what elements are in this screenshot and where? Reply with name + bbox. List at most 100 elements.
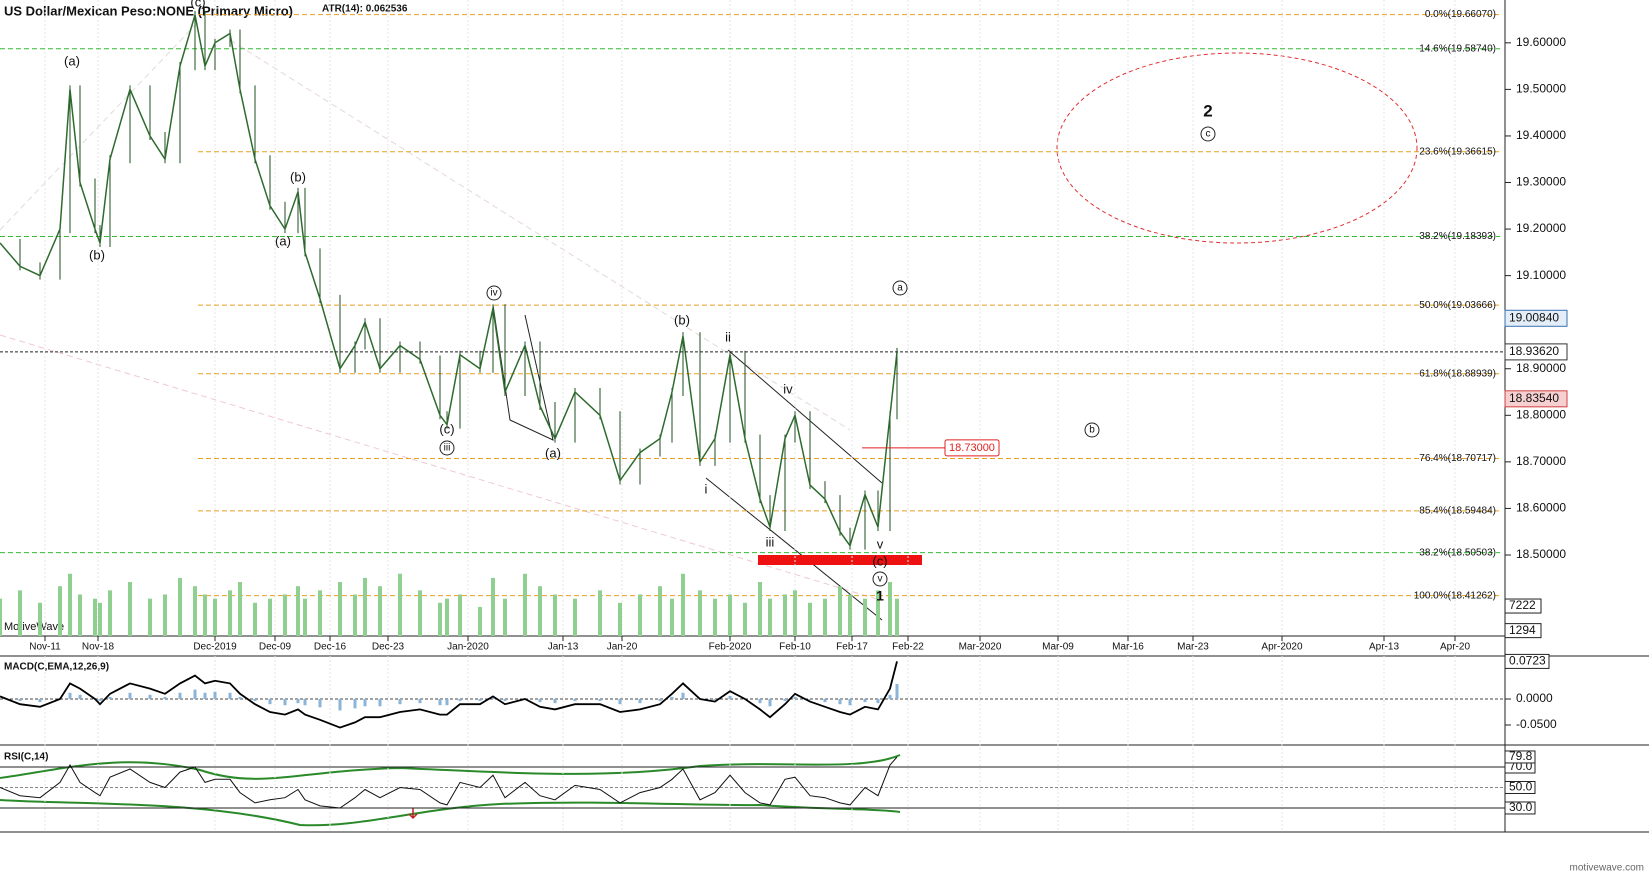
wave-label: iii <box>444 443 451 454</box>
rsi-box <box>1504 750 1536 764</box>
volume-bar <box>213 598 217 636</box>
volume-bar <box>598 590 602 636</box>
volume-bar <box>238 582 242 636</box>
x-tick-label: Mar-09 <box>1042 642 1074 653</box>
wave-label: (c) <box>190 0 205 9</box>
volume-bar <box>253 602 257 636</box>
x-tick-label: Apr-2020 <box>1261 642 1303 653</box>
rsi-value: 79.8 <box>1509 749 1533 763</box>
volume-bar <box>670 598 674 636</box>
volume-bar <box>491 577 495 636</box>
target-box <box>944 439 1000 457</box>
wave-circle <box>439 440 455 456</box>
atr-label: ATR(14): 0.062536 <box>322 4 408 15</box>
wave-label: 2 <box>1203 101 1212 120</box>
volume-bar <box>398 573 402 636</box>
volume-bar <box>303 598 307 636</box>
volume-bar <box>163 594 167 636</box>
target-label: 18.73000 <box>949 442 995 454</box>
x-tick-label: Mar-23 <box>1177 642 1209 653</box>
channel-line <box>727 349 883 484</box>
x-tick-label: Feb-2020 <box>709 642 752 653</box>
channel-line <box>705 477 883 621</box>
volume-bar <box>768 598 772 636</box>
price-box <box>1504 309 1568 327</box>
volume-bar <box>18 590 22 636</box>
x-tick-label: Feb-22 <box>892 642 924 653</box>
x-tick-label: Dec-23 <box>372 642 405 653</box>
wave-label: (b) <box>89 247 105 262</box>
fib-label: 38.2%(19.18393) <box>1419 231 1496 242</box>
watermark: MotiveWave <box>4 621 64 633</box>
volume-bar <box>0 598 2 636</box>
wave-label: (b) <box>290 169 306 184</box>
volume-bar <box>78 594 82 636</box>
rsi-box <box>1504 801 1536 815</box>
footer: motivewave.com <box>1570 863 1644 874</box>
wave-label: (c) <box>872 553 887 568</box>
volume-bar <box>203 594 207 636</box>
volume-bar <box>793 590 797 636</box>
volume-bar <box>318 590 322 636</box>
macd-box <box>1504 653 1550 669</box>
wave-label: c <box>1206 129 1211 140</box>
volume-label: 1294 <box>1509 623 1536 637</box>
trend-line <box>0 19 201 231</box>
wave-circle <box>892 280 908 296</box>
wave-label: b <box>1089 425 1095 436</box>
volume-box <box>1504 623 1542 639</box>
x-tick-label: Nov-11 <box>29 642 61 653</box>
volume-bar <box>758 582 762 636</box>
x-tick-label: Dec-09 <box>259 642 292 653</box>
price-box-label: 18.83540 <box>1509 391 1559 405</box>
volume-bar <box>808 602 812 636</box>
y-tick-label: 18.90000 <box>1516 361 1566 375</box>
x-tick-label: Apr-13 <box>1369 642 1399 653</box>
volume-bar <box>108 590 112 636</box>
volume-bar <box>438 602 442 636</box>
volume-bar <box>728 594 732 636</box>
signal-arrow <box>408 808 418 820</box>
x-tick-label: Nov-18 <box>82 642 115 653</box>
x-tick-label: Dec-2019 <box>193 642 237 653</box>
rsi-tick-label: 50.0 <box>1509 780 1533 794</box>
y-tick-label: 19.20000 <box>1516 221 1566 235</box>
volume-bar <box>713 598 717 636</box>
macd-tick-label: 0.0000 <box>1516 691 1553 705</box>
wave-label: i <box>705 481 708 496</box>
rsi-box <box>1504 780 1536 794</box>
rsi-title: RSI(C,14) <box>4 752 48 763</box>
macd-tick-label: -0.0500 <box>1516 717 1557 731</box>
y-tick-label: 19.30000 <box>1516 175 1566 189</box>
volume-bar <box>618 602 622 636</box>
volume-bar <box>193 586 197 636</box>
volume-bar <box>823 598 827 636</box>
volume-bar <box>338 582 342 636</box>
x-tick-label: Dec-16 <box>314 642 347 653</box>
fib-label: 38.2%(18.50503) <box>1419 547 1496 558</box>
volume-bar <box>888 582 892 636</box>
wave-circle <box>486 285 502 301</box>
volume-bar <box>638 594 642 636</box>
volume-bar <box>838 586 842 636</box>
fib-label: 14.6%(19.58740) <box>1419 43 1496 54</box>
wave-label: a <box>897 283 903 294</box>
volume-box <box>1504 598 1542 614</box>
volume-bar <box>283 594 287 636</box>
chart-title: US Dollar/Mexican Peso:NONE (Primary Mic… <box>4 3 293 18</box>
volume-bar <box>98 602 102 636</box>
wave-label: v <box>878 574 883 585</box>
y-tick-label: 19.50000 <box>1516 82 1566 96</box>
volume-bar <box>478 606 482 636</box>
price-box <box>1504 390 1568 408</box>
volume-bar <box>58 586 62 636</box>
volume-bar <box>523 573 527 636</box>
volume-bar <box>445 598 449 636</box>
volume-bar <box>178 577 182 636</box>
volume-bar <box>296 586 300 636</box>
volume-bar <box>353 594 357 636</box>
x-tick-label: Apr-20 <box>1440 642 1470 653</box>
volume-bar <box>503 598 507 636</box>
volume-bar <box>38 602 42 636</box>
wave-label: ii <box>725 329 731 344</box>
